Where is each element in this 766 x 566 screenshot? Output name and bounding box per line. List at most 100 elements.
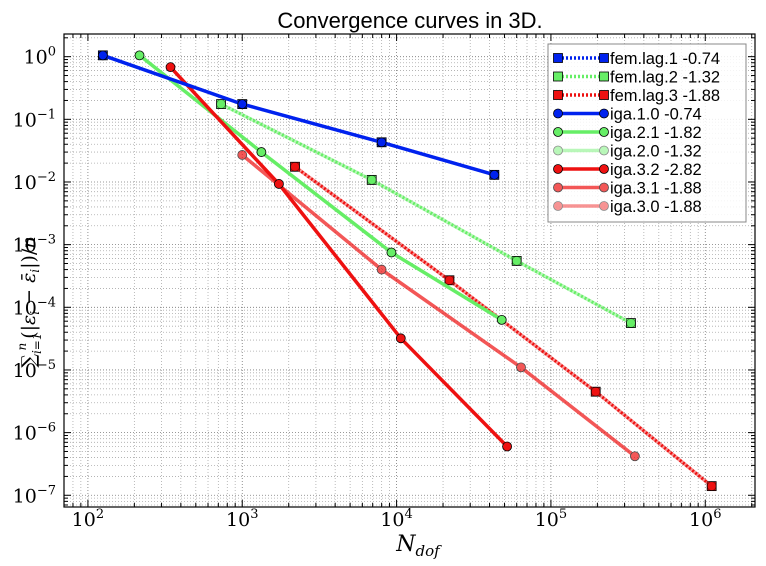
data-point [376, 264, 387, 275]
legend-marker [599, 108, 609, 119]
data-point [444, 275, 455, 286]
legend-label: iga.3.2 -2.82 [610, 161, 702, 179]
series-iga-2-0 [216, 99, 636, 328]
y-tick-label: 10−3 [13, 233, 56, 257]
data-point [237, 150, 248, 160]
data-point [165, 62, 176, 73]
x-tick-label: 102 [72, 507, 104, 531]
x-tick-label: 105 [535, 507, 567, 531]
data-point [256, 147, 267, 157]
legend-label: iga.1.0 -0.74 [610, 106, 702, 124]
legend-label: fem.lag.1 -0.74 [610, 50, 720, 68]
legend-marker [599, 71, 609, 82]
legend-label: iga.2.0 -1.32 [610, 143, 702, 161]
data-point [626, 318, 636, 328]
data-point [626, 318, 636, 328]
x-tick-label: 106 [689, 507, 721, 531]
y-tick-label: 10−1 [13, 107, 56, 131]
y-tick-label: 10−4 [13, 295, 56, 319]
legend-label: fem.lag.2 -1.32 [610, 69, 720, 87]
series-line [220, 102, 632, 325]
data-point [237, 99, 248, 109]
legend-marker [599, 90, 609, 100]
data-point [376, 137, 387, 148]
data-point [502, 441, 512, 452]
legend-label: iga.3.1 -1.88 [610, 180, 702, 198]
legend-marker [553, 145, 563, 156]
data-point [706, 481, 717, 492]
series-fem-lag-3 [290, 161, 717, 492]
y-tick-label: 10−6 [13, 421, 56, 445]
data-point [134, 50, 145, 61]
legend-marker [553, 201, 563, 211]
legend-entry [553, 53, 609, 63]
series-group [97, 50, 717, 492]
legend-entry [553, 145, 609, 156]
legend-marker [553, 127, 563, 137]
data-point [216, 99, 226, 109]
data-point [290, 161, 300, 172]
legend-entry [553, 201, 609, 211]
series-line [220, 102, 632, 325]
data-point [216, 99, 226, 109]
series-line [169, 66, 509, 448]
legend-marker [599, 145, 609, 156]
y-tick-label: 10−2 [13, 170, 56, 194]
data-point [274, 179, 284, 189]
legend-entry [553, 90, 609, 100]
data-point [706, 481, 717, 492]
data-point [366, 174, 377, 185]
data-point [629, 451, 640, 462]
data-point [590, 386, 601, 397]
data-point [366, 174, 377, 185]
legend-marker [553, 108, 563, 119]
legend-label: iga.3.0 -1.88 [610, 198, 702, 216]
series-line [102, 53, 495, 177]
legend-marker [553, 71, 563, 82]
legend-label: iga.2.1 -1.82 [610, 124, 702, 142]
series-line [241, 153, 636, 458]
data-point [511, 256, 522, 266]
data-point [290, 161, 300, 172]
legend-marker [599, 127, 609, 137]
legend-marker [553, 90, 563, 100]
series-line [138, 53, 503, 322]
legend-marker [599, 164, 609, 174]
legend-entry [553, 127, 609, 137]
legend-entry [553, 71, 609, 82]
series-iga-3-1 [237, 150, 640, 462]
legend-entry [553, 182, 609, 193]
series-iga-1-0 [97, 50, 500, 180]
data-point [386, 247, 397, 258]
series-iga-3-0 [290, 161, 717, 492]
y-tick-label: 10−5 [13, 358, 56, 382]
legend-entry [553, 108, 609, 119]
plot-frame [63, 33, 756, 508]
data-point [516, 362, 526, 373]
y-axis-label: ∑i=1n(|εi − ε̄i|)/n [15, 236, 44, 367]
legend-marker [553, 53, 563, 63]
legend-marker [553, 164, 563, 174]
series-iga-2-1 [134, 50, 507, 325]
data-point [511, 256, 522, 266]
data-point [496, 314, 507, 325]
series-fem-lag-2 [216, 99, 636, 328]
data-point [395, 333, 406, 344]
data-point [590, 386, 601, 397]
y-tick-label: 100 [24, 45, 56, 69]
legend-entry [553, 164, 609, 174]
y-tick-label: 10−7 [13, 483, 56, 507]
chart-title: Convergence curves in 3D. [277, 8, 542, 33]
series-iga-3-2 [165, 62, 512, 452]
data-point [489, 169, 500, 180]
x-tick-label: 103 [226, 507, 258, 531]
legend-marker [599, 182, 609, 193]
ticks: 102 103 104 105 106 100 10−1 10−2 10−3 10−4 10−5 10… [13, 34, 755, 531]
series-line [293, 165, 713, 488]
legend-label: fem.lag.3 -1.88 [610, 87, 720, 105]
x-axis-label: Ndof [395, 532, 442, 560]
legend-marker [599, 201, 609, 211]
data-point [97, 50, 108, 61]
